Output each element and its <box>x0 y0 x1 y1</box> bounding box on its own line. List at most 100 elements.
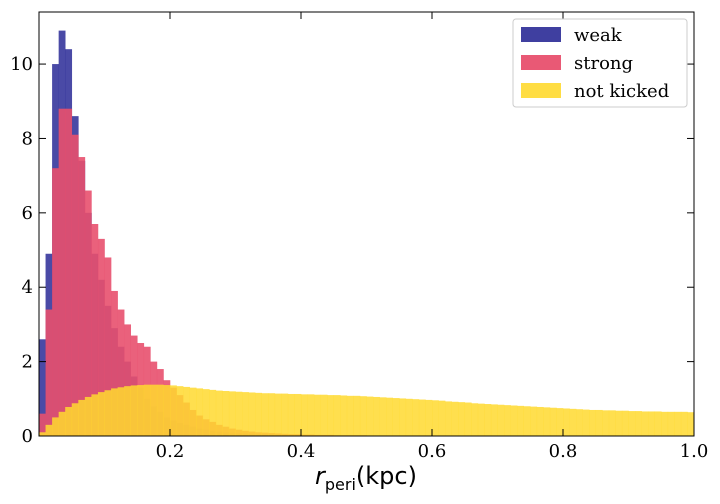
bar-not-kicked <box>359 396 367 436</box>
bar-not-kicked <box>202 389 210 436</box>
bar-not-kicked <box>635 411 642 436</box>
bar-not-kicked <box>340 395 348 436</box>
bar-not-kicked <box>687 412 695 436</box>
bar-strong <box>45 309 53 436</box>
bar-not-kicked <box>287 393 295 436</box>
bar-not-kicked <box>124 386 131 436</box>
bar-strong <box>91 224 99 436</box>
bar-not-kicked <box>373 396 380 436</box>
bar-not-kicked <box>274 393 282 436</box>
bar-not-kicked <box>490 404 498 436</box>
bar-not-kicked <box>674 411 682 436</box>
x-axis-label: rperi(kpc) <box>315 462 417 494</box>
bar-not-kicked <box>602 410 610 436</box>
legend-label: strong <box>574 53 633 74</box>
series-strong <box>39 108 433 437</box>
bar-not-kicked <box>661 411 669 436</box>
bar-not-kicked <box>549 407 557 436</box>
bar-strong <box>39 413 46 436</box>
bar-not-kicked <box>471 403 479 436</box>
bar-not-kicked <box>648 411 655 436</box>
x-tick-label: 0.8 <box>549 441 578 462</box>
bar-not-kicked <box>156 384 164 436</box>
bar-not-kicked <box>615 410 623 436</box>
bar-strong <box>65 108 73 436</box>
y-tick-label: 10 <box>10 54 33 75</box>
bar-not-kicked <box>117 387 125 436</box>
legend-swatch <box>521 55 561 70</box>
bar-not-kicked <box>170 385 177 436</box>
bar-not-kicked <box>45 424 53 436</box>
bar-not-kicked <box>111 388 118 436</box>
bar-not-kicked <box>412 399 420 436</box>
bar-not-kicked <box>497 404 505 436</box>
bar-not-kicked <box>399 398 407 436</box>
bar-not-kicked <box>536 406 544 436</box>
bar-not-kicked <box>418 399 426 436</box>
bar-not-kicked <box>248 392 256 436</box>
plot-frame <box>38 11 695 437</box>
bar-not-kicked <box>189 387 197 436</box>
bar-not-kicked <box>517 405 524 436</box>
bar-weak <box>39 339 46 436</box>
bar-not-kicked <box>438 400 446 436</box>
bar-not-kicked <box>84 396 92 436</box>
y-tick-label: 6 <box>22 203 33 224</box>
bar-not-kicked <box>333 395 341 436</box>
bar-not-kicked <box>228 391 236 436</box>
bar-not-kicked <box>621 410 629 436</box>
y-tick-label: 4 <box>22 277 33 298</box>
bar-not-kicked <box>261 393 269 436</box>
y-tick-label: 2 <box>22 352 33 373</box>
bar-strong <box>124 324 131 436</box>
bar-strong <box>71 134 79 437</box>
bar-not-kicked <box>484 404 492 436</box>
bar-not-kicked <box>353 395 361 436</box>
bar-strong <box>104 257 112 436</box>
legend: weak strong not kicked <box>512 18 688 108</box>
bar-not-kicked <box>137 385 145 436</box>
bar-strong <box>111 290 118 436</box>
bar-not-kicked <box>52 417 59 436</box>
series-not-kicked <box>39 384 695 436</box>
bar-not-kicked <box>209 389 217 436</box>
bar-not-kicked <box>451 401 459 436</box>
bar-not-kicked <box>608 410 616 436</box>
bar-strong <box>58 108 66 436</box>
bar-strong <box>97 238 105 436</box>
bar-not-kicked <box>628 411 636 436</box>
bar-not-kicked <box>130 385 138 436</box>
bar-not-kicked <box>235 391 243 436</box>
bar-not-kicked <box>163 385 171 436</box>
bar-not-kicked <box>432 400 439 436</box>
y-tick-label: 8 <box>22 128 33 149</box>
bar-not-kicked <box>366 396 374 436</box>
y-tick-label: 0 <box>22 426 33 447</box>
bar-not-kicked <box>405 398 413 436</box>
bar-not-kicked <box>65 406 73 436</box>
bar-not-kicked <box>196 388 204 436</box>
bar-not-kicked <box>176 386 184 436</box>
bar-not-kicked <box>320 394 328 436</box>
bar-not-kicked <box>458 402 466 436</box>
bar-not-kicked <box>150 384 158 436</box>
bar-strong <box>52 168 59 436</box>
bar-not-kicked <box>582 409 590 436</box>
bar-not-kicked <box>392 398 400 436</box>
bar-not-kicked <box>543 407 551 436</box>
bar-not-kicked <box>58 411 66 436</box>
bar-not-kicked <box>78 399 86 436</box>
axis-ticks <box>39 12 695 437</box>
bar-not-kicked <box>530 406 538 436</box>
legend-swatch <box>521 83 561 98</box>
histogram-bars <box>39 30 695 437</box>
bar-not-kicked <box>97 392 105 436</box>
bar-strong <box>84 190 92 436</box>
bar-not-kicked <box>222 391 230 436</box>
bar-not-kicked <box>523 406 531 436</box>
bar-not-kicked <box>327 395 335 436</box>
bar-not-kicked <box>667 411 675 436</box>
bar-not-kicked <box>39 432 46 436</box>
bar-strong <box>78 157 86 437</box>
